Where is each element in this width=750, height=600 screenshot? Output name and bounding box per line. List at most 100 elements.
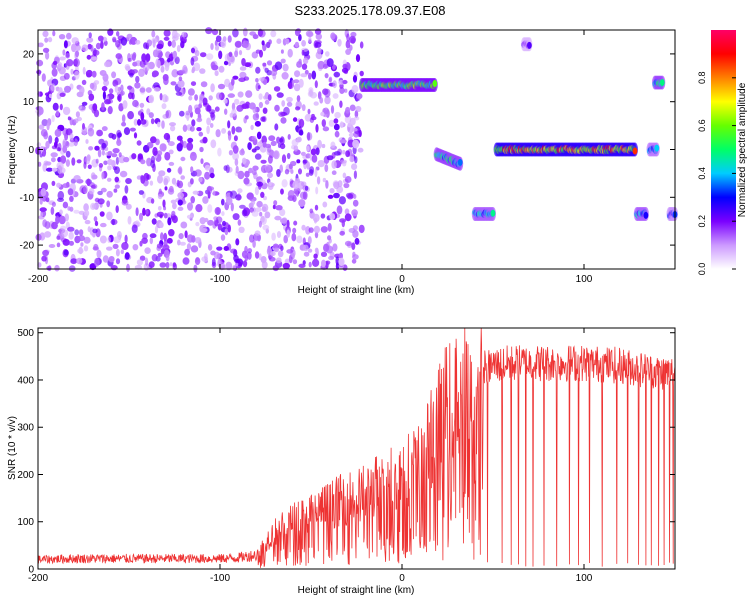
spectrogram-cell <box>121 199 129 206</box>
spectrogram-cell <box>74 44 81 51</box>
spectrogram-cell <box>329 251 335 260</box>
spectrogram-cell <box>283 235 289 244</box>
spectrogram-cell <box>190 57 195 66</box>
spectrogram-cell <box>287 134 291 140</box>
spectrogram-cell <box>94 257 100 267</box>
spectrogram-cell <box>93 109 100 118</box>
spectrogram-cell <box>258 101 263 109</box>
spectrogram-cell <box>287 48 293 58</box>
spectrogram-cell <box>45 167 53 172</box>
spectrogram-cell <box>271 232 276 241</box>
spectrogram-cell <box>345 106 351 114</box>
spectrogram-cell <box>290 169 294 174</box>
spectrogram-cell <box>256 200 263 208</box>
spectrogram-cell <box>64 85 71 93</box>
spectrogram-cell <box>160 232 164 241</box>
spectrogram-cell <box>294 41 299 48</box>
spectrogram-cell <box>303 251 310 257</box>
spectrogram-cell <box>251 51 258 59</box>
spectrogram-cell <box>332 80 337 89</box>
spectrogram-cell <box>233 135 238 142</box>
spectrogram-cell <box>340 159 347 164</box>
spectrogram-cell <box>177 79 185 88</box>
spectrogram-cell <box>111 71 117 79</box>
spectrogram-cell <box>330 141 336 149</box>
spectrogram-cell <box>321 119 326 128</box>
spectrogram-cell <box>333 151 341 156</box>
spectrogram-cell <box>224 108 228 115</box>
spectrogram-cell <box>223 98 228 104</box>
spectrogram-cell <box>237 188 243 194</box>
spectrogram-cell <box>308 227 314 233</box>
spectrogram-cell <box>180 156 186 162</box>
spectrogram-cell <box>216 246 223 251</box>
spectrogram-cell <box>339 121 344 129</box>
spectrogram-cell <box>210 139 217 149</box>
spectrogram-cell <box>225 261 233 271</box>
spectrogram-cell <box>107 236 111 244</box>
spectrogram-cell <box>267 145 272 153</box>
spectrogram-cell <box>152 49 159 58</box>
spectrogram-cell <box>187 137 194 143</box>
spectrogram-cell <box>131 224 138 233</box>
spectrogram-cell <box>136 259 143 266</box>
spectrogram-cell <box>99 235 107 244</box>
spectrogram-cell <box>224 228 229 236</box>
spectrogram-cell <box>355 54 361 63</box>
spectrogram-cell <box>274 123 279 131</box>
spectrogram-cell <box>325 180 329 189</box>
spectrogram-cell <box>75 50 80 58</box>
spectrogram-cell <box>84 219 91 225</box>
spectrogram-cell <box>157 121 161 128</box>
spectrogram-cell <box>309 91 317 99</box>
spectrogram-cell <box>211 64 219 71</box>
spectrogram-cell <box>46 122 50 131</box>
spectrogram-cell <box>234 258 241 264</box>
spectrogram-cell <box>61 229 69 238</box>
spectrogram-cell <box>207 219 215 226</box>
spectrogram-cell <box>237 91 244 98</box>
spectrogram-cell <box>176 44 181 53</box>
spectrogram-cell <box>96 249 102 259</box>
spectrogram-cell <box>77 235 85 242</box>
spectrogram-cell <box>277 142 281 149</box>
spectrogram-cell <box>85 139 89 144</box>
spectrogram-cell <box>349 117 356 126</box>
spectrogram-cell <box>210 112 216 121</box>
spectrogram-cell <box>172 262 177 268</box>
spectrogram-cell <box>142 232 148 240</box>
spectrogram-cell <box>37 42 44 48</box>
spectrogram-cell <box>94 220 99 227</box>
spectrogram-cell <box>331 160 337 169</box>
spectrogram-cell <box>131 69 138 74</box>
spectrogram-cell <box>98 163 104 168</box>
spectrogram-cell <box>63 72 70 80</box>
spectrogram-cell <box>120 249 125 255</box>
spectrogram-cell <box>242 40 250 48</box>
spectrogram-cell <box>71 43 77 53</box>
spectrogram-cell <box>357 147 364 153</box>
spectrogram-cell <box>315 33 322 40</box>
spectrogram-cell <box>306 145 310 152</box>
spectrogram-cell <box>260 159 267 164</box>
spectrogram-cell <box>239 66 247 71</box>
spectrogram-cell <box>255 78 259 83</box>
spectrogram-cell <box>73 59 79 65</box>
spectrogram-cell <box>200 52 207 58</box>
spectrogram-cell <box>267 94 272 101</box>
spectrogram-y-tick-label: 0 <box>28 145 34 156</box>
spectrogram-cell <box>131 53 136 61</box>
spectrogram-cell <box>91 203 99 209</box>
spectrogram-cell <box>115 40 121 48</box>
spectrogram-cell <box>272 243 279 249</box>
spectrogram-cell <box>165 261 170 269</box>
spectrogram-cell <box>264 164 272 173</box>
spectrogram-cell <box>172 50 177 59</box>
spectrogram-cell <box>309 208 314 214</box>
spectrogram-cell <box>252 169 257 176</box>
spectrogram-cell <box>51 201 57 207</box>
spectrogram-cell <box>296 235 303 244</box>
spectrogram-cell <box>52 30 56 37</box>
colorbar-ticks: 0.0 0.2 0.4 0.6 0.8 <box>697 72 736 275</box>
